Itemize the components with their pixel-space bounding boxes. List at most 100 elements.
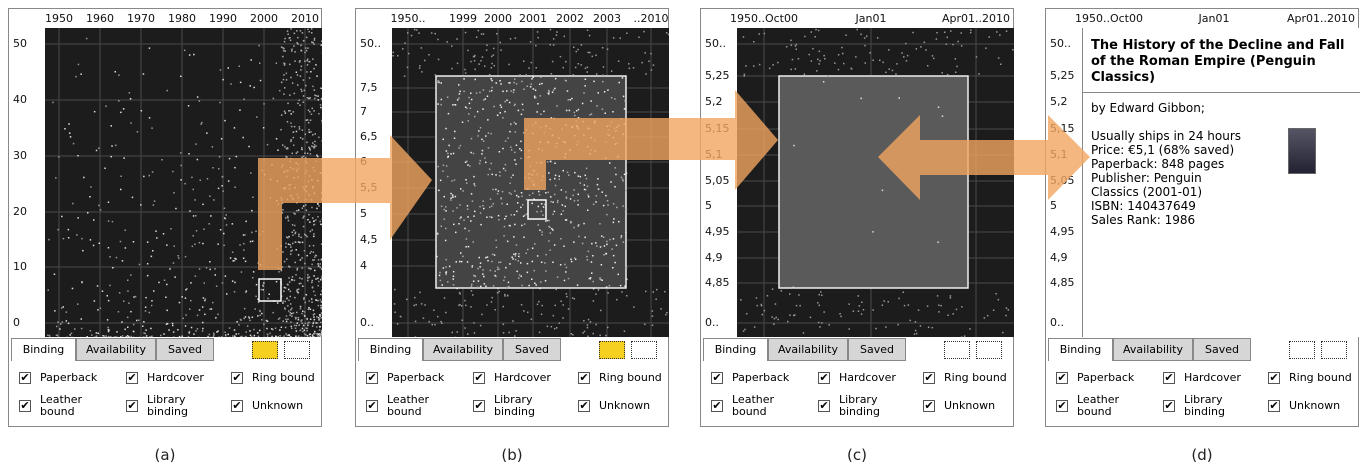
plot-area[interactable] (737, 28, 1014, 337)
checkbox[interactable]: ✔ (126, 371, 138, 384)
data-dot (885, 71, 887, 74)
checkbox[interactable]: ✔ (473, 371, 485, 384)
data-dot (305, 190, 308, 193)
data-dot (69, 334, 71, 336)
data-dot (299, 277, 301, 279)
data-dot (492, 285, 495, 287)
data-dot (963, 335, 966, 337)
tool-icon[interactable] (631, 341, 657, 359)
data-dot (571, 125, 574, 128)
data-dot (950, 30, 952, 32)
data-dot (528, 67, 530, 69)
data-dot (620, 176, 623, 179)
tab[interactable]: Binding (1048, 338, 1113, 361)
data-dot (232, 335, 234, 337)
checkbox[interactable]: ✔ (366, 399, 378, 412)
tool-icon[interactable] (599, 341, 625, 359)
tab[interactable]: Saved (503, 338, 561, 361)
checkbox[interactable]: ✔ (366, 371, 378, 384)
tab[interactable]: Saved (1193, 338, 1251, 361)
data-dot (317, 95, 319, 97)
checkbox[interactable]: ✔ (578, 399, 590, 412)
data-dot (936, 32, 938, 34)
tab[interactable]: Binding (11, 338, 76, 361)
data-dot (71, 287, 74, 290)
tab[interactable]: Binding (703, 338, 768, 361)
data-dot (588, 128, 591, 130)
checkbox[interactable]: ✔ (818, 399, 830, 412)
checkbox[interactable]: ✔ (1268, 399, 1280, 412)
checkbox[interactable]: ✔ (1163, 371, 1175, 384)
checkbox[interactable]: ✔ (711, 399, 723, 412)
tab[interactable]: Saved (848, 338, 906, 361)
data-dot (165, 323, 168, 325)
data-dot (533, 95, 536, 98)
checkbox[interactable]: ✔ (818, 371, 830, 384)
data-dot (127, 290, 129, 292)
checkbox[interactable]: ✔ (19, 371, 31, 384)
tab[interactable]: Availability (768, 338, 848, 361)
tool-icon[interactable] (976, 341, 1002, 359)
checkbox[interactable]: ✔ (231, 371, 243, 384)
data-dot (311, 263, 313, 266)
tool-icon[interactable] (284, 341, 310, 359)
data-dot (281, 212, 283, 214)
data-dot (313, 275, 315, 277)
data-dot (498, 290, 500, 293)
tab[interactable]: Availability (1113, 338, 1193, 361)
data-dot (283, 47, 285, 50)
checkbox[interactable]: ✔ (19, 399, 31, 412)
data-dot (108, 335, 110, 337)
tool-icon[interactable] (252, 341, 278, 359)
data-dot (592, 203, 595, 206)
data-dot (314, 94, 316, 96)
data-dot (514, 255, 517, 257)
data-dot (478, 130, 480, 132)
checkbox[interactable]: ✔ (1056, 399, 1068, 412)
checkbox[interactable]: ✔ (231, 399, 243, 412)
data-dot (209, 308, 211, 310)
data-dot (474, 275, 477, 278)
data-dot (276, 248, 279, 250)
checkbox[interactable]: ✔ (1163, 399, 1175, 412)
data-dot (289, 160, 292, 163)
data-dot (118, 100, 120, 102)
data-dot (287, 102, 289, 105)
tool-icon[interactable] (944, 341, 970, 359)
data-dot (297, 209, 300, 211)
tab[interactable]: Saved (156, 338, 214, 361)
data-dot (548, 219, 550, 222)
data-dot (238, 65, 240, 67)
checkbox[interactable]: ✔ (923, 399, 935, 412)
y-axis-label: 50 (13, 37, 27, 50)
checkbox[interactable]: ✔ (126, 399, 138, 412)
data-dot (76, 234, 78, 236)
checkbox[interactable]: ✔ (578, 371, 590, 384)
data-dot (484, 157, 486, 159)
data-dot (499, 104, 502, 106)
plot-area[interactable] (392, 28, 669, 337)
tab[interactable]: Binding (358, 338, 423, 361)
data-dot (302, 310, 304, 312)
checkbox[interactable]: ✔ (473, 399, 485, 412)
plot-area[interactable] (45, 28, 322, 337)
checkbox[interactable]: ✔ (711, 371, 723, 384)
checkbox[interactable]: ✔ (923, 371, 935, 384)
data-dot (567, 277, 570, 280)
data-dot (215, 285, 218, 287)
data-dot (298, 324, 300, 326)
tool-icon[interactable] (1321, 341, 1347, 359)
data-dot (150, 327, 152, 330)
data-dot (96, 285, 99, 287)
data-dot (286, 147, 289, 149)
tool-icon[interactable] (1289, 341, 1315, 359)
tab[interactable]: Availability (423, 338, 503, 361)
data-dot (297, 319, 300, 321)
data-dot (305, 84, 307, 87)
data-dot (565, 196, 568, 198)
checkbox[interactable]: ✔ (1056, 371, 1068, 384)
y-axis-label: 5 (705, 199, 712, 212)
data-dot (447, 156, 449, 158)
tab[interactable]: Availability (76, 338, 156, 361)
checkbox[interactable]: ✔ (1268, 371, 1280, 384)
